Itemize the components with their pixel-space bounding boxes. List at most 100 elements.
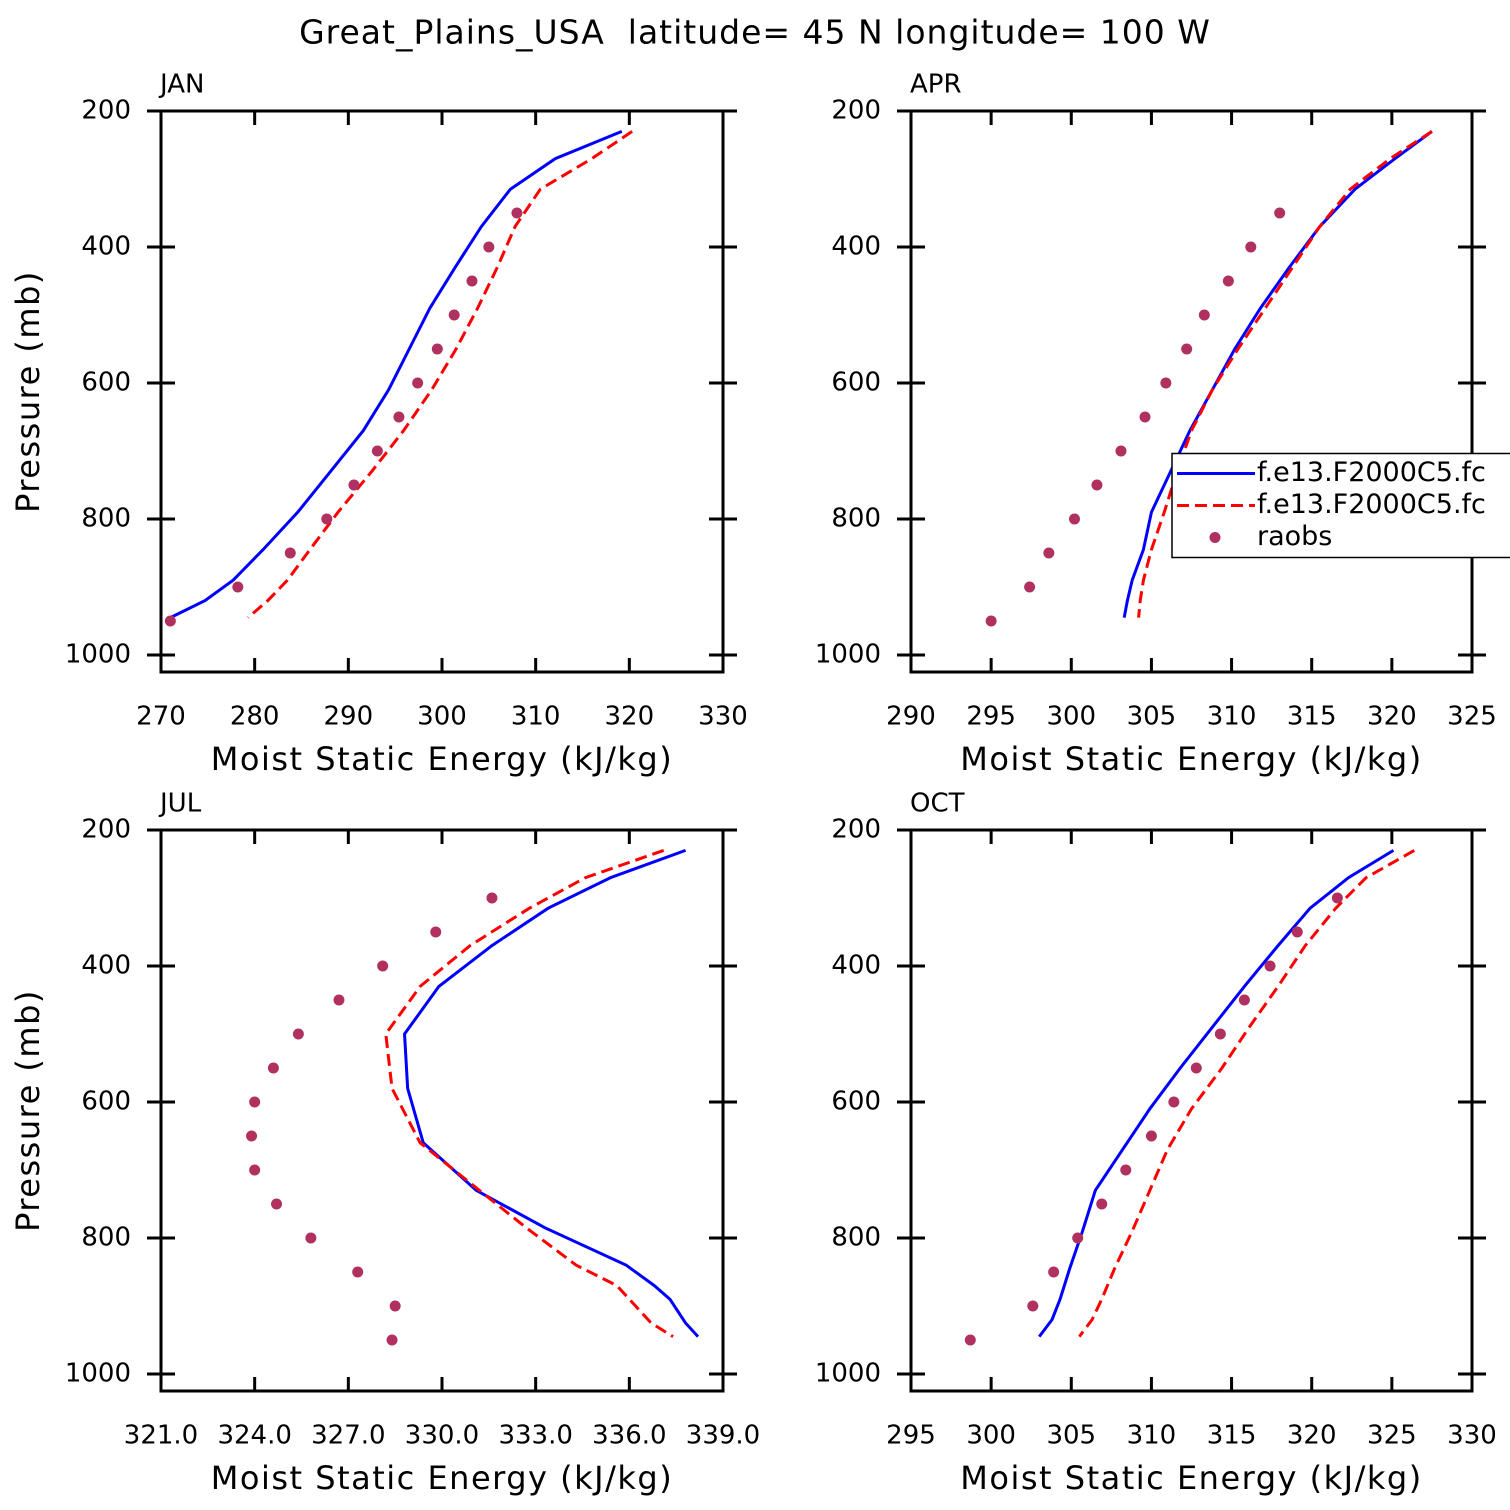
legend-label: raobs bbox=[1257, 521, 1332, 552]
y-tick-label: 1000 bbox=[65, 1359, 131, 1389]
y-axis-label: Pressure (mb) bbox=[9, 270, 47, 513]
panel: JAN Moist Static Energy (kJ/kg) Pressure (… bbox=[9, 70, 748, 779]
x-tick-label: 290 bbox=[886, 702, 936, 732]
y-tick-label: 400 bbox=[81, 951, 131, 981]
raob-point bbox=[1181, 343, 1193, 355]
panel-label: OCT bbox=[910, 789, 965, 819]
x-tick-label: 300 bbox=[1046, 702, 1096, 732]
y-tick-label: 400 bbox=[831, 951, 881, 981]
raob-point bbox=[292, 1028, 304, 1040]
y-axis-label: Pressure (mb) bbox=[9, 989, 47, 1232]
x-tick-label: 315 bbox=[1207, 1421, 1257, 1451]
y-tick-label: 800 bbox=[81, 1223, 131, 1253]
y-tick-label: 1000 bbox=[65, 640, 131, 670]
x-tick-label: 324.0 bbox=[217, 1421, 291, 1451]
x-tick-label: 330 bbox=[698, 702, 748, 732]
raob-point bbox=[1238, 994, 1250, 1006]
x-tick-label: 320 bbox=[605, 702, 655, 732]
legend-label: f.e13.F2000C5.fc bbox=[1257, 457, 1486, 488]
model-line bbox=[384, 848, 674, 1338]
panel: JUL Moist Static Energy (kJ/kg) Pressure (… bbox=[9, 789, 760, 1498]
y-tick-label: 200 bbox=[831, 815, 881, 845]
x-tick-label: 305 bbox=[1127, 702, 1177, 732]
x-tick-label: 315 bbox=[1287, 702, 1337, 732]
raob-point bbox=[1024, 581, 1036, 593]
plot-frame bbox=[909, 828, 1474, 1393]
model-line bbox=[1137, 130, 1433, 618]
x-axis-label: Moist Static Energy (kJ/kg) bbox=[960, 740, 1422, 778]
x-tick-label: 325 bbox=[1447, 702, 1497, 732]
plot-frame bbox=[159, 109, 725, 674]
figure-title: Great_Plains_USA latitude= 45 N longitud… bbox=[299, 13, 1211, 52]
raob-point bbox=[386, 1334, 398, 1346]
model-line bbox=[403, 848, 700, 1338]
raob-point bbox=[1139, 411, 1151, 423]
raob-point bbox=[164, 615, 176, 627]
raob-point bbox=[431, 343, 443, 355]
x-tick-label: 320 bbox=[1367, 702, 1417, 732]
raob-point bbox=[1264, 960, 1276, 972]
x-tick-label: 290 bbox=[324, 702, 374, 732]
raob-point bbox=[352, 1266, 364, 1278]
raob-point bbox=[1072, 1232, 1084, 1244]
x-tick-label: 295 bbox=[886, 1421, 936, 1451]
x-tick-label: 321.0 bbox=[124, 1421, 198, 1451]
x-tick-label: 330.0 bbox=[405, 1421, 479, 1451]
panel-label: APR bbox=[910, 70, 962, 100]
raob-point bbox=[389, 1300, 401, 1312]
raob-point bbox=[333, 994, 345, 1006]
x-tick-label: 333.0 bbox=[498, 1421, 572, 1451]
y-tick-label: 1000 bbox=[815, 640, 881, 670]
raob-point bbox=[1115, 445, 1127, 457]
raob-point bbox=[271, 1198, 283, 1210]
raob-point bbox=[393, 411, 405, 423]
raob-point bbox=[1043, 547, 1055, 559]
raob-point bbox=[249, 1164, 261, 1176]
raob-point bbox=[1274, 207, 1286, 219]
y-tick-label: 800 bbox=[81, 504, 131, 534]
x-tick-label: 339.0 bbox=[686, 1421, 760, 1451]
y-tick-label: 600 bbox=[81, 1087, 131, 1117]
raob-point bbox=[305, 1232, 317, 1244]
panel-label: JUL bbox=[158, 789, 202, 819]
y-tick-label: 600 bbox=[81, 368, 131, 398]
y-tick-label: 800 bbox=[831, 504, 881, 534]
x-tick-label: 270 bbox=[136, 702, 186, 732]
raob-point bbox=[1068, 513, 1080, 525]
x-axis-label: Moist Static Energy (kJ/kg) bbox=[211, 1459, 673, 1497]
y-tick-label: 600 bbox=[831, 1087, 881, 1117]
raob-point bbox=[1096, 1198, 1108, 1210]
raob-point bbox=[232, 581, 244, 593]
panel: APR Moist Static Energy (kJ/kg) 200 400 600 8… bbox=[815, 70, 1510, 778]
raob-point bbox=[1245, 241, 1257, 253]
model-line bbox=[1038, 849, 1395, 1338]
raob-point bbox=[1291, 926, 1303, 938]
y-tick-label: 200 bbox=[81, 96, 131, 126]
raob-point bbox=[1198, 309, 1210, 321]
y-tick-label: 600 bbox=[831, 368, 881, 398]
x-tick-label: 310 bbox=[511, 702, 561, 732]
legend-box bbox=[1171, 452, 1510, 559]
y-tick-label: 200 bbox=[831, 96, 881, 126]
x-tick-label: 327.0 bbox=[311, 1421, 385, 1451]
y-tick-label: 200 bbox=[81, 815, 131, 845]
raob-point bbox=[249, 1096, 261, 1108]
x-tick-label: 300 bbox=[966, 1421, 1016, 1451]
raob-point bbox=[1168, 1096, 1180, 1108]
x-tick-label: 330 bbox=[1447, 1421, 1497, 1451]
raob-point bbox=[1145, 1130, 1157, 1142]
raob-point bbox=[1091, 479, 1103, 491]
x-tick-label: 325 bbox=[1367, 1421, 1417, 1451]
raob-point bbox=[1331, 892, 1343, 904]
y-tick-label: 400 bbox=[831, 232, 881, 262]
legend-label: f.e13.F2000C5.fc bbox=[1257, 489, 1486, 520]
y-tick-label: 400 bbox=[81, 232, 131, 262]
raob-point bbox=[985, 615, 997, 627]
raob-point bbox=[486, 892, 498, 904]
raob-point bbox=[448, 309, 460, 321]
raob-point bbox=[1160, 377, 1172, 389]
x-tick-label: 305 bbox=[1046, 1421, 1096, 1451]
x-tick-label: 336.0 bbox=[592, 1421, 666, 1451]
plot-frame bbox=[159, 828, 725, 1393]
